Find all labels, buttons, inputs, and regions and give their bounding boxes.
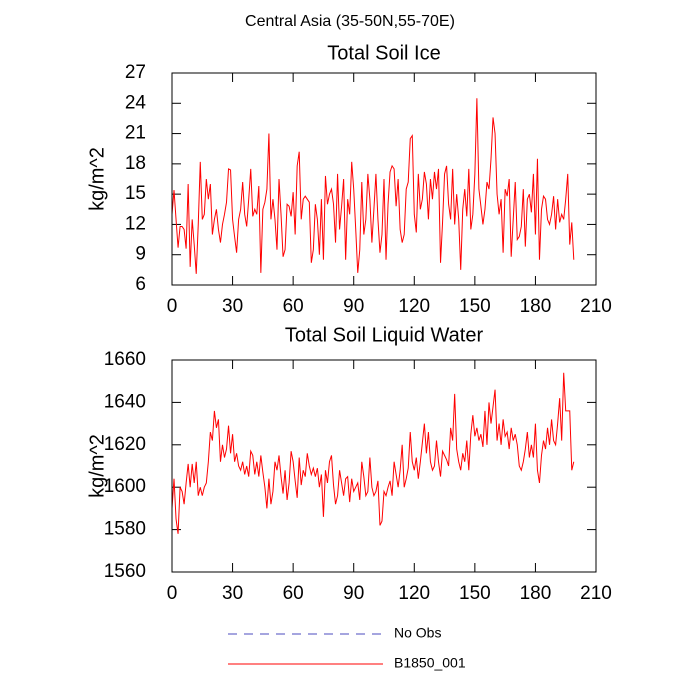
x-tick-label: 60 [283,296,304,317]
x-tick-label: 120 [398,583,430,604]
x-tick-label: 150 [459,583,491,604]
x-tick-label: 0 [167,296,178,317]
y-axis-label: kg/m^2 [86,147,108,211]
y-tick-label: 1560 [104,561,146,582]
x-tick-label: 210 [580,583,612,604]
x-tick-label: 30 [222,296,243,317]
x-tick-label: 210 [580,296,612,317]
y-tick-label: 27 [125,62,146,83]
x-tick-label: 120 [398,296,430,317]
data-line [171,98,575,274]
chart-title: Total Soil Liquid Water [285,324,484,346]
plot-frame [171,72,597,286]
y-tick-label: 1580 [104,519,146,540]
y-tick-label: 1660 [104,349,146,370]
x-tick-label: 60 [283,583,304,604]
y-tick-label: 24 [125,92,147,113]
y-tick-label: 21 [125,123,146,144]
y-axis-label: kg/m^2 [86,434,108,498]
legend-label: No Obs [394,625,441,641]
chart-title: Total Soil Ice [327,42,440,64]
y-tick-label: 12 [125,213,146,234]
y-tick-label: 9 [135,244,146,265]
plot-frame [171,359,597,573]
figure-title: Central Asia (35-50N,55-70E) [245,13,455,30]
x-tick-label: 90 [343,583,364,604]
y-tick-label: 18 [125,153,146,174]
y-tick-label: 15 [125,183,146,204]
y-tick-label: 1640 [104,391,146,412]
x-tick-label: 30 [222,583,243,604]
x-tick-label: 90 [343,296,364,317]
y-tick-label: 1620 [104,434,146,455]
x-tick-label: 180 [520,296,552,317]
data-line [171,372,575,534]
legend-label: B1850_001 [394,655,466,671]
x-tick-label: 150 [459,296,491,317]
x-tick-label: 0 [167,583,178,604]
x-tick-label: 180 [520,583,552,604]
y-tick-label: 1600 [104,476,146,497]
y-tick-label: 6 [135,274,146,295]
